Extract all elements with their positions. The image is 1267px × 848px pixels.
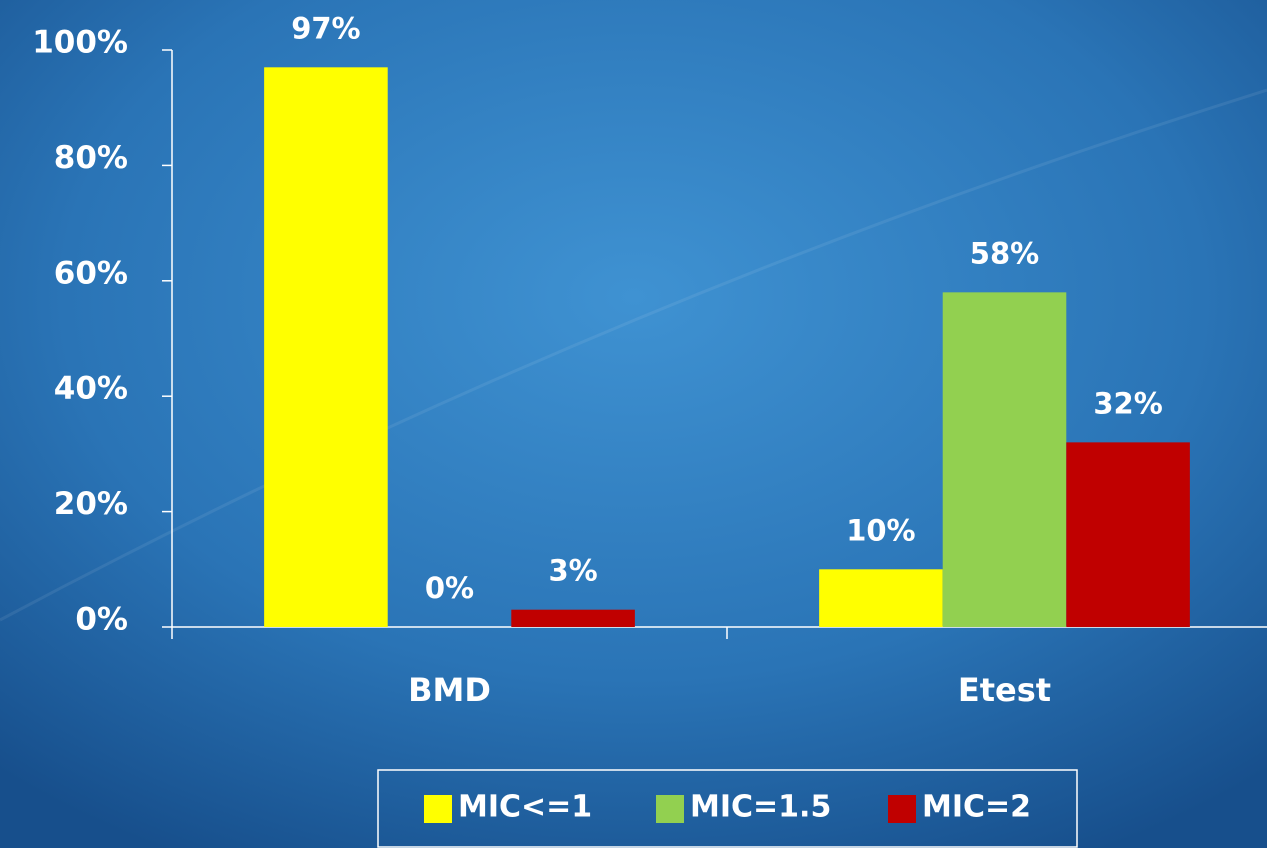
x-tick-label: Etest: [958, 671, 1051, 709]
y-tick-label: 40%: [54, 371, 128, 407]
value-label: 32%: [1093, 386, 1162, 420]
bar: [1066, 442, 1190, 627]
bar: [942, 292, 1067, 627]
value-label: 58%: [970, 236, 1039, 270]
legend-label: MIC<=1: [458, 790, 592, 825]
legend-label: MIC=1.5: [690, 790, 831, 825]
bar: [819, 569, 943, 627]
legend-swatch: [888, 795, 916, 823]
y-tick-label: 0%: [75, 602, 128, 638]
x-tick-label: BMD: [408, 671, 491, 709]
value-label: 10%: [846, 513, 915, 547]
decor-swoosh: [0, 88, 1267, 622]
bar: [511, 609, 635, 627]
legend-box: [377, 769, 1078, 848]
value-label: 0%: [425, 571, 474, 605]
value-label: 97%: [291, 11, 360, 45]
y-tick-label: 60%: [54, 255, 128, 291]
legend-swatch: [656, 795, 684, 823]
legend-swatch: [424, 795, 452, 823]
value-label: 3%: [548, 554, 597, 588]
y-tick-label: 80%: [54, 140, 128, 176]
y-tick-label: 20%: [54, 486, 128, 522]
bar: [264, 67, 388, 627]
legend-label: MIC=2: [922, 790, 1031, 825]
y-tick-label: 100%: [32, 25, 128, 61]
